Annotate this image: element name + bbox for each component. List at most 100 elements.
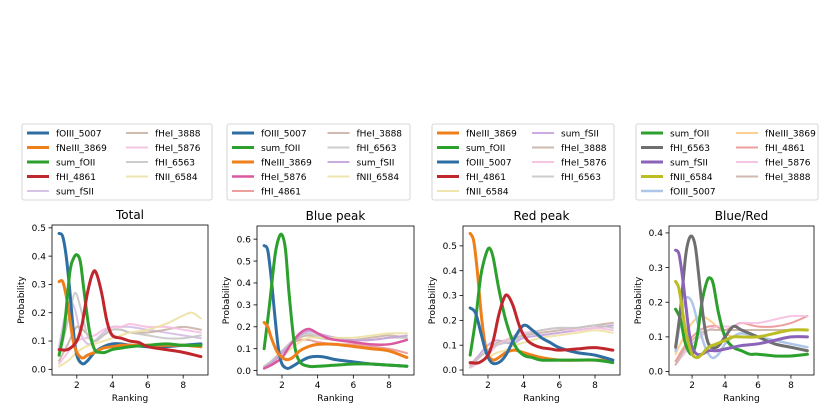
y-tick-label: 0.1 [32, 337, 46, 347]
legend-label: sum_fOII [466, 144, 505, 154]
x-axis-label: Ranking [723, 394, 759, 404]
axes-frame [668, 225, 815, 376]
legend-box [635, 123, 819, 201]
axes-frame [51, 224, 209, 376]
legend-box [226, 123, 411, 201]
legend-label: fHI_4861 [261, 188, 301, 198]
y-tick-label: 0.6 [237, 235, 252, 245]
legend-box [431, 123, 615, 201]
legend-label: fNeIII_3869 [765, 130, 816, 140]
legend-item: fHeI_3888 [532, 144, 607, 154]
legend-label: fHI_4861 [56, 173, 96, 183]
legend-item: fNII_6584 [327, 173, 400, 183]
legend-label: sum_fSII [357, 159, 395, 169]
y-tick-label: 0.2 [443, 317, 457, 327]
legend-label: fHI_6563 [155, 159, 195, 169]
chart-title: Blue peak [306, 209, 366, 223]
legend-box [21, 123, 213, 201]
y-tick-label: 0.2 [649, 298, 663, 308]
legend-label: sum_fOII [670, 130, 709, 140]
legend-item: fHeI_5876 [736, 159, 811, 169]
legend-item: fOIII_5007 [232, 130, 307, 140]
legend-item: sum_fOII [641, 130, 709, 140]
x-axis-label: Ranking [523, 394, 559, 404]
legend-item: fHeI_5876 [232, 173, 307, 183]
y-tick-label: 0.4 [443, 267, 458, 277]
series-line-fHI_6563 [674, 234, 809, 353]
legend-label: sum_fOII [56, 159, 95, 169]
legend: fNeIII_3869 sum_fOII fOIII_5007 fHI_4861 fNI… [431, 123, 615, 201]
series-line-sum_fOII [468, 246, 615, 365]
x-tick-label: 6 [755, 381, 761, 391]
series-line-fNII_6584 [674, 279, 809, 360]
legend-label: fNII_6584 [357, 173, 400, 183]
legend-item: sum_fSII [532, 130, 599, 140]
series-line-sum_fSII [674, 248, 809, 357]
legend-label: fHeI_3888 [155, 130, 201, 140]
x-tick-label: 4 [521, 381, 527, 391]
legend-label: sum_fSII [56, 188, 94, 198]
y-tick-label: 0.5 [443, 242, 457, 252]
series-line-fOIII_5007 [674, 296, 809, 360]
legend-label: fHeI_3888 [765, 173, 811, 183]
chart-panel-1: Total 2 4 6 8 0.0 0.1 0.2 0.3 0.4 0.5 Ranking Probab… [17, 123, 213, 404]
series-line-sum_fOII [262, 232, 409, 369]
legend-label: fHI_4861 [765, 144, 805, 154]
series-line-sum_fOII [57, 253, 203, 357]
legend-item: sum_fOII [437, 144, 505, 154]
legend-label: fNeIII_3869 [56, 144, 107, 154]
x-tick-label: 4 [722, 381, 728, 391]
y-tick-label: 0.5 [32, 224, 46, 234]
y-tick-label: 0.3 [32, 281, 46, 291]
series-lines [57, 231, 203, 368]
legend-item: fHI_4861 [27, 173, 96, 183]
y-axis-label: Probability [634, 276, 644, 324]
legend-label: fNII_6584 [466, 188, 509, 198]
y-tick-label: 0.0 [32, 366, 47, 376]
series-line-fNeIII_3869 [262, 320, 409, 362]
legend-item: fHI_4861 [437, 173, 506, 183]
y-tick-label: 0.5 [237, 257, 251, 267]
y-tick-label: 0.4 [237, 279, 252, 289]
y-axis-label: Probability [17, 276, 27, 324]
y-axis-label: Probability [428, 276, 438, 324]
legend-label: fHeI_3888 [357, 130, 403, 140]
legend-item: fNII_6584 [641, 173, 713, 183]
legend-item: fHI_4861 [232, 188, 301, 198]
x-tick-label: 8 [386, 381, 392, 391]
legend-item: sum_fSII [27, 188, 94, 198]
y-tick-label: 0.2 [32, 309, 46, 319]
legend-item: fHeI_5876 [532, 159, 607, 169]
chart-title: Total [115, 208, 144, 222]
x-tick-label: 8 [592, 381, 598, 391]
y-tick-label: 0.1 [237, 345, 251, 355]
legend-label: sum_fSII [670, 159, 708, 169]
y-tick-label: 0.3 [443, 292, 457, 302]
x-axis-label: Ranking [112, 394, 148, 404]
series-line-fHeI_3888 [674, 328, 809, 366]
legend-label: fHeI_5876 [765, 159, 811, 169]
legend-label: fHeI_5876 [155, 144, 201, 154]
legend-label: fHI_6563 [357, 144, 397, 154]
legend-item: fHeI_3888 [327, 130, 403, 140]
legend-label: fHI_6563 [561, 173, 601, 183]
legend-label: fNII_6584 [155, 173, 198, 183]
series-lines [262, 232, 409, 370]
legend-label: fHI_6563 [670, 144, 710, 154]
x-tick-label: 6 [556, 381, 562, 391]
y-tick-label: 0.2 [237, 323, 251, 333]
legend-item: fHI_6563 [641, 144, 710, 154]
x-tick-label: 6 [145, 381, 151, 391]
y-tick-label: 0.4 [32, 252, 47, 262]
legend-label: fNII_6584 [670, 173, 713, 183]
legend-item: fHeI_5876 [126, 144, 201, 154]
legend-item: sum_fOII [27, 159, 95, 169]
legend-label: fNeIII_3869 [261, 159, 312, 169]
y-tick-label: 0.3 [237, 301, 251, 311]
series-lines [468, 231, 615, 369]
x-tick-label: 2 [485, 381, 491, 391]
legend-item: fNII_6584 [437, 188, 509, 198]
legend-label: fOIII_5007 [466, 159, 512, 169]
legend-item: fHI_6563 [126, 159, 195, 169]
